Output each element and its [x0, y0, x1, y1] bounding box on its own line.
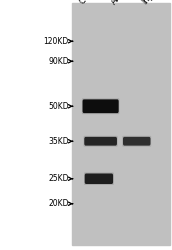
Text: Input: Input	[140, 0, 160, 6]
Text: 20KD: 20KD	[48, 199, 69, 208]
Text: Control IgG: Control IgG	[78, 0, 114, 6]
Text: 25KD: 25KD	[48, 174, 69, 183]
Text: AKR1C3: AKR1C3	[109, 0, 137, 6]
FancyBboxPatch shape	[85, 174, 113, 184]
FancyBboxPatch shape	[122, 136, 151, 146]
FancyBboxPatch shape	[123, 137, 150, 145]
Text: 35KD: 35KD	[48, 137, 69, 146]
FancyBboxPatch shape	[83, 99, 119, 113]
Text: 120KD: 120KD	[44, 37, 69, 46]
Bar	[72, 2, 170, 245]
FancyBboxPatch shape	[82, 98, 119, 114]
FancyBboxPatch shape	[84, 172, 114, 185]
FancyBboxPatch shape	[84, 137, 117, 145]
Text: 90KD: 90KD	[48, 57, 69, 66]
Text: 50KD: 50KD	[48, 102, 69, 111]
FancyBboxPatch shape	[84, 136, 118, 146]
